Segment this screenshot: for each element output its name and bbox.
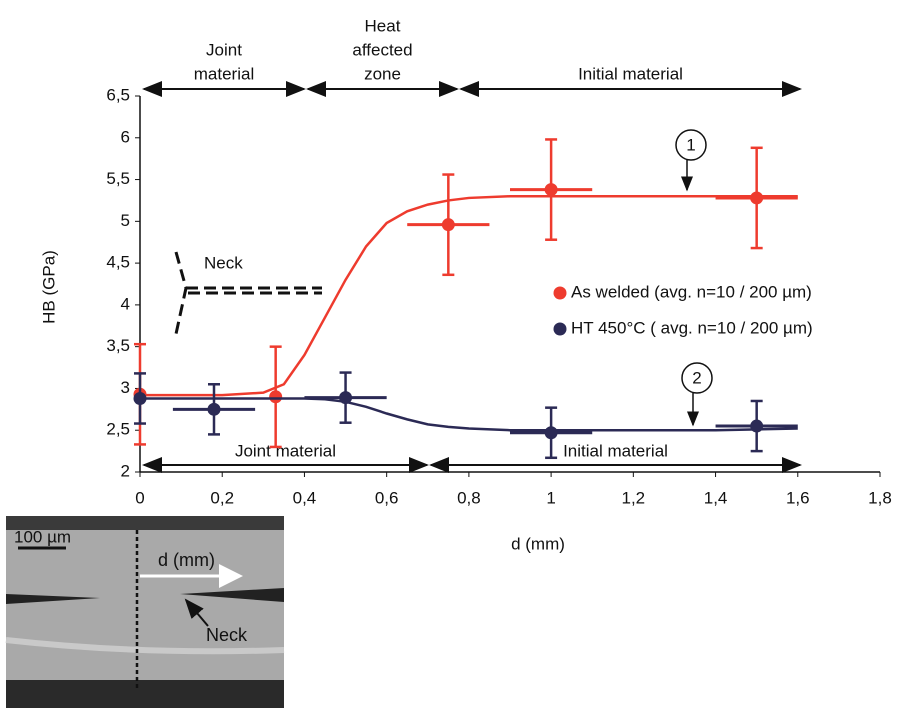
point [441,218,455,232]
legend-swatch [553,322,567,336]
fit-line [140,397,798,432]
curve-label-circle [681,362,713,394]
point [269,390,283,404]
region-label: Initial material [563,441,668,460]
y-tick-label: 6 [121,127,130,146]
legend-swatch [553,286,567,300]
x-axis-label: d (mm) [511,534,565,553]
legend-label: As welded (avg. n=10 / 200 µm) [571,282,812,301]
x-tick-label: 1,4 [704,488,728,507]
point [750,191,764,205]
y-axis-label: HB (GPa) [39,250,58,324]
x-tick-label: 0,4 [293,488,317,507]
y-tick-label: 2 [121,461,130,480]
x-tick-label: 0 [135,488,144,507]
curve-label-circle [675,129,707,161]
x-tick-label: 1,8 [868,488,892,507]
inset-scale: 100 µm [14,527,71,546]
x-tick-label: 0,2 [210,488,234,507]
y-tick-label: 4,5 [106,253,130,272]
point [207,402,221,416]
region-label: affected [352,40,412,59]
inset-axis: d (mm) [158,550,215,570]
y-tick-label: 2,5 [106,420,130,439]
inset-neck: Neck [206,625,248,645]
point [339,391,353,405]
region-label: Heat [365,16,401,35]
y-tick-label: 5,5 [106,169,130,188]
y-tick-label: 3 [121,378,130,397]
curve-label: 2 [692,368,701,387]
point [544,426,558,440]
x-tick-label: 1,2 [622,488,646,507]
legend-label: HT 450°C ( avg. n=10 / 200 µm) [571,318,813,337]
y-tick-label: 3,5 [106,336,130,355]
x-tick-label: 0,6 [375,488,399,507]
region-label: Initial material [578,64,683,83]
neck-sketch [174,251,322,335]
point [750,419,764,433]
point [544,183,558,197]
x-tick-label: 0,8 [457,488,481,507]
curve-label: 1 [686,135,695,154]
region-label: Joint material [235,441,336,460]
region-label: zone [364,64,401,83]
point [133,391,147,405]
neck-label: Neck [204,253,243,272]
inset: 100 µm d (mm) Neck [5,516,285,708]
region-label: Joint [206,40,242,59]
region-label: material [194,64,254,83]
x-tick-label: 1,6 [786,488,810,507]
y-tick-label: 6,5 [106,85,130,104]
y-tick-label: 5 [121,211,130,230]
x-tick-label: 1 [546,488,555,507]
y-tick-label: 4 [121,294,130,313]
